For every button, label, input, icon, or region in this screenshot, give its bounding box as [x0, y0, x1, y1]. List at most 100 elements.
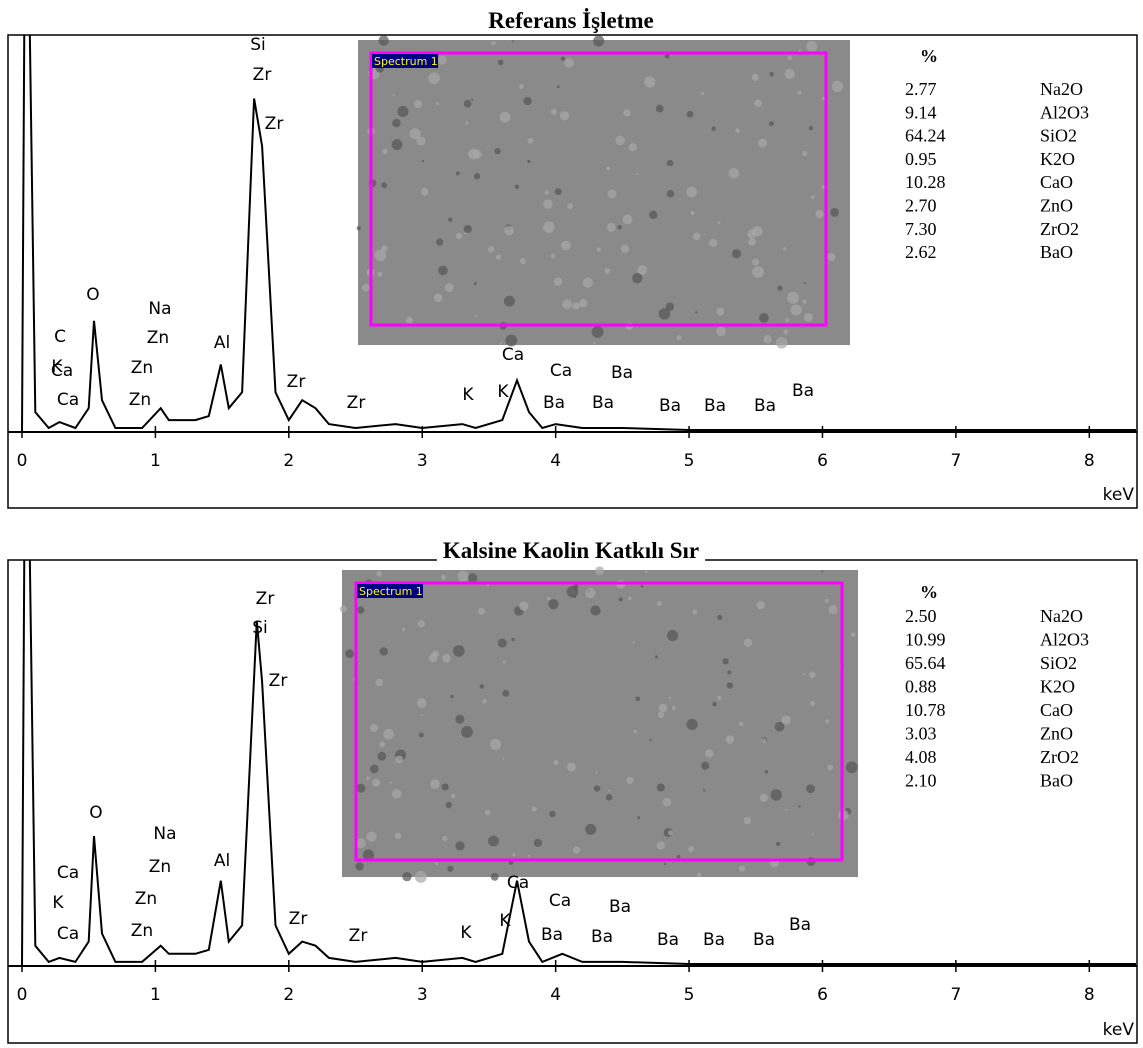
sem-grain [392, 789, 402, 799]
sem-grain [825, 599, 829, 603]
sem-grain [379, 742, 385, 748]
x-tick-label: 4 [550, 985, 561, 1005]
x-tick-label: 8 [1084, 985, 1095, 1005]
sem-grain [545, 190, 549, 194]
sem-grain [798, 805, 800, 807]
x-tick-label: 7 [950, 985, 961, 1005]
sem-grain [701, 762, 709, 770]
sem-grain [832, 81, 843, 92]
sem-grain [340, 605, 347, 612]
sem-grain [690, 211, 694, 215]
sem-grain [585, 588, 595, 598]
sem-grain [637, 816, 640, 819]
sem-grain [788, 56, 793, 61]
sem-grain [456, 233, 462, 239]
peak-label: K [52, 893, 64, 913]
sem-grain [583, 278, 593, 288]
sem-grain [712, 702, 717, 707]
sem-grain [664, 863, 666, 865]
sem-grain [480, 684, 485, 689]
sem-grain [395, 832, 402, 839]
sem-grain [655, 655, 658, 658]
sem-grain [594, 785, 600, 791]
sem-grain [511, 638, 514, 641]
table-value: 9.14 [905, 102, 937, 122]
x-tick-label: 0 [17, 985, 28, 1005]
sem-grain [357, 606, 365, 614]
sem-grain [464, 225, 472, 233]
sem-grain [641, 585, 644, 588]
sem-grain [370, 765, 379, 774]
sem-grain [739, 722, 743, 726]
sem-grain [593, 342, 596, 345]
sem-grain [712, 127, 716, 131]
table-oxide: ZnO [1040, 196, 1073, 216]
sem-grain [810, 701, 815, 706]
sem-grain [659, 308, 670, 319]
peak-label: Zr [347, 393, 366, 413]
sem-grain [727, 682, 733, 688]
sem-grain [827, 764, 833, 770]
sem-grain [776, 842, 780, 846]
sem-grain [504, 226, 514, 236]
table-header: % [920, 46, 938, 66]
peak-label: Si [250, 35, 266, 55]
table-value: 2.70 [905, 196, 937, 216]
sem-grain [416, 136, 425, 145]
sem-grain [402, 628, 405, 631]
peak-label: Ba [704, 396, 726, 416]
table-oxide: Na2O [1040, 79, 1083, 99]
peak-label: Ba [657, 930, 679, 950]
sem-grain [515, 185, 519, 189]
sem-grain [677, 855, 681, 859]
peak-label: Ba [659, 396, 681, 416]
x-tick-label: 5 [684, 451, 695, 471]
sem-grain [803, 673, 805, 675]
sem-grain [735, 128, 740, 133]
sem-grain [393, 94, 395, 96]
sem-grain [687, 111, 694, 118]
sem-grain [417, 698, 427, 708]
sem-grain [830, 208, 839, 217]
sem-grain [757, 601, 765, 609]
sem-grain [846, 761, 858, 773]
sem-grain [370, 724, 378, 732]
sem-grain [362, 284, 370, 292]
sem-grain [806, 784, 815, 793]
table-value: 65.64 [905, 653, 946, 673]
sem-grain [382, 149, 387, 154]
sem-grain [392, 139, 403, 150]
peak-label: Ba [789, 915, 811, 935]
sem-image [358, 40, 850, 345]
sem-grain [657, 841, 665, 849]
sem-grain [785, 809, 787, 811]
sem-grain [421, 188, 429, 196]
sem-grain [532, 807, 537, 812]
sem-grain [806, 41, 817, 52]
sem-grain [722, 658, 728, 664]
sem-grain [461, 726, 473, 738]
peak-label: Ca [550, 361, 572, 381]
peak-label: Ba [611, 363, 633, 383]
sem-grain [802, 151, 807, 156]
sem-grain [406, 317, 413, 324]
sem-grain [783, 247, 786, 250]
x-axis-label: keV [1103, 1020, 1135, 1040]
sem-grain [716, 326, 726, 336]
sem-grain [357, 226, 361, 230]
sem-grain [811, 195, 815, 199]
sem-grain [803, 300, 807, 304]
table-oxide: BaO [1040, 242, 1073, 262]
sem-grain [628, 596, 632, 600]
peak-label: Zr [265, 114, 284, 134]
sem-grain [491, 873, 499, 881]
sem-grain [442, 783, 449, 790]
table-oxide: CaO [1040, 172, 1073, 192]
peak-label: Si [252, 618, 268, 638]
sem-grain [717, 221, 720, 224]
sem-grain [380, 647, 388, 655]
sem-grain [677, 335, 682, 340]
sem-grain [381, 182, 387, 188]
table-oxide: Na2O [1040, 606, 1083, 626]
peak-label: Al [214, 851, 230, 871]
